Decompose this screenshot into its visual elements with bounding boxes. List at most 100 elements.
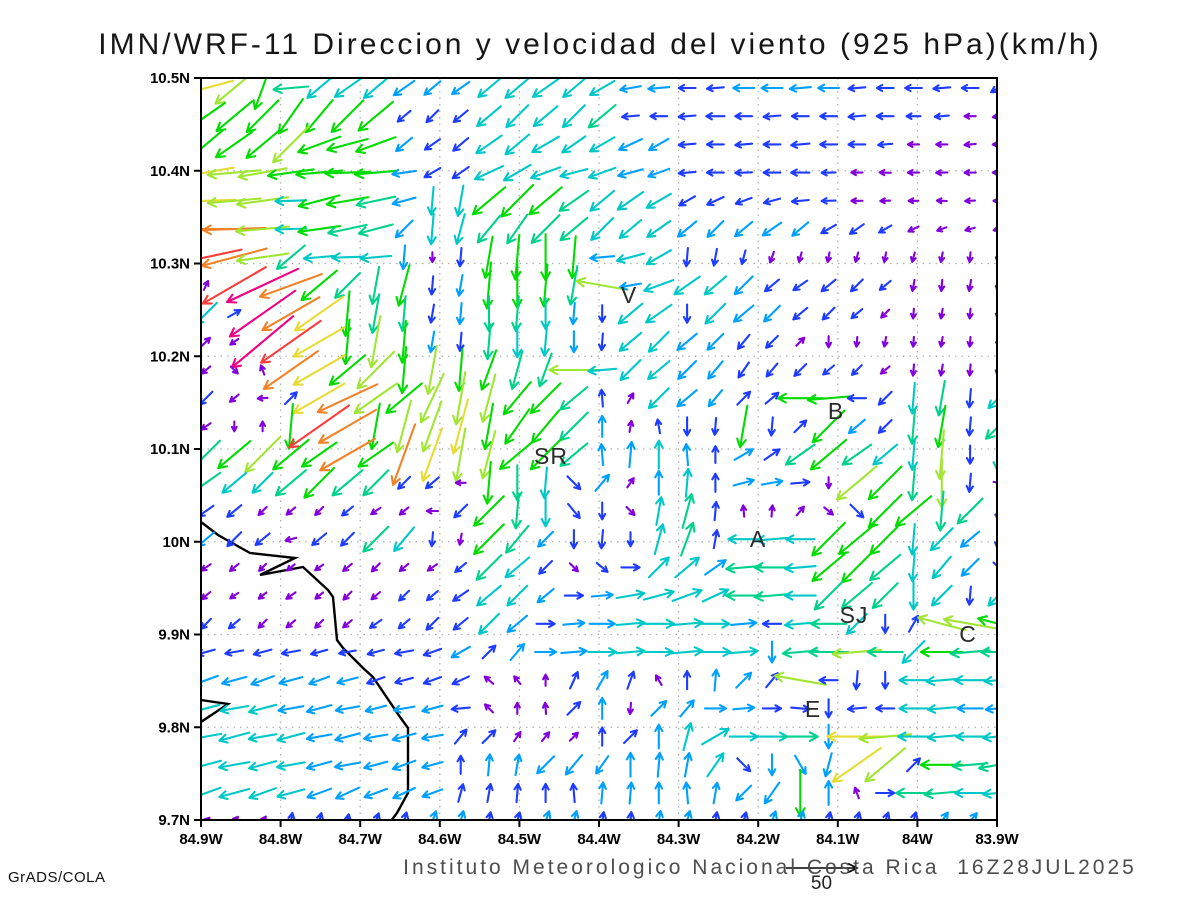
wind-vector [671,588,703,602]
wind-vector [397,618,411,630]
wind-vector [506,614,529,633]
wind-vector [909,307,917,320]
wind-vector [275,244,306,270]
wind-vector [201,759,222,768]
wind-vector [511,464,523,502]
wind-vector [850,364,863,376]
wind-vector [306,787,333,800]
wind-vector [711,500,720,522]
wind-vector [316,812,324,820]
map-layer [201,78,997,820]
wind-vector [285,591,297,600]
x-tick-label: 84.4W [577,831,621,848]
wind-vector [897,731,930,742]
wind-vector [590,217,615,241]
wind-vector [734,140,754,149]
wind-vector [940,811,949,820]
wind-vector [201,128,225,150]
wind-vector [587,166,617,180]
city-label: B [828,398,844,424]
wind-vector [734,112,754,121]
wind-vector [909,335,917,348]
wind-vector [761,221,783,237]
wind-vector [977,615,997,626]
wind-vector [251,471,274,494]
wind-vector [483,703,495,714]
wind-vector [367,402,381,451]
wind-vector [201,531,216,547]
wind-vector [853,335,861,348]
wind-vector [698,646,732,658]
wind-vector [654,781,664,805]
wind-vector [647,167,671,179]
wind-vector [540,731,551,742]
coastline [201,698,232,723]
wind-vector [457,783,466,803]
wind-vector [589,136,616,153]
wind-vector [730,618,758,628]
wind-vector [274,195,308,207]
wind-vector [288,404,351,449]
wind-vector [370,562,381,573]
wind-vector [201,266,267,305]
wind-vector [711,811,721,820]
wind-vector [653,523,666,556]
wind-vector [926,732,957,743]
wind-vector [797,810,806,820]
wind-vector [963,112,977,120]
wind-vector [324,167,371,179]
wind-vector [753,562,791,573]
wind-vector [993,541,997,550]
wind-vector [825,251,832,264]
wind-vector [645,192,672,209]
wind-vector [762,197,782,206]
wind-vector [626,392,635,405]
wind-vector [502,163,532,182]
wind-vector [923,788,961,800]
x-tick-label: 84.6W [418,831,462,848]
wind-vector [451,675,470,686]
wind-vector [451,165,470,180]
wind-vector [357,100,395,132]
wind-vector [869,523,902,556]
wind-vector [875,112,895,121]
wind-vector [560,646,588,657]
wind-vector [510,233,522,281]
wind-vector [453,213,466,245]
wind-vector [513,753,523,777]
wind-vector [776,392,824,404]
wind-vector [841,551,873,584]
wind-vector [456,247,465,268]
city-label: E [805,696,821,722]
wind-vector [822,364,836,376]
wind-vector [677,83,697,93]
wind-vector [531,409,561,444]
wind-vector [356,350,396,390]
wind-vector [541,782,550,804]
wind-vector [618,331,643,352]
wind-vector [229,365,239,375]
wind-vector [450,645,471,659]
wind-vector [677,112,697,121]
wind-vector [850,169,864,177]
wind-vector [598,781,607,805]
wind-vector [620,563,641,572]
wind-vector [878,168,892,177]
wind-vector [626,531,635,548]
wind-vector [847,140,867,149]
wind-vector [906,169,921,177]
wind-vector [654,751,664,778]
wind-vector [615,646,646,657]
wind-vector [587,365,618,376]
wind-vector [340,531,355,547]
wind-vector [393,526,416,553]
wind-vector [272,438,310,471]
wind-vector [425,616,440,631]
wind-vector [328,354,367,386]
wind-vector [642,588,675,601]
y-tick-label: 10.3N [150,256,190,273]
wind-vector [248,760,278,772]
wind-vector [650,699,668,717]
wind-vector [790,140,811,149]
x-tick-label: 84.1W [816,831,860,848]
